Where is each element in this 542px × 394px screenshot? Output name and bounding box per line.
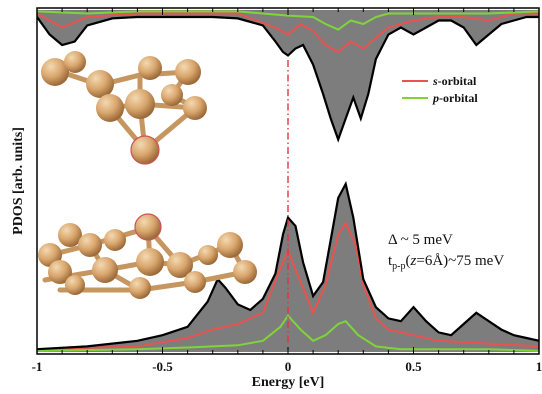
bottom-s-orbital-line bbox=[37, 221, 539, 351]
annotation-hopping: tp-p(z=6Å)~75 meV bbox=[388, 253, 504, 272]
molecular-structure-image bbox=[38, 51, 257, 299]
top-s-orbital-line bbox=[37, 12, 539, 54]
upper-cluster-atoms bbox=[41, 51, 207, 165]
x-tick-label: -0.5 bbox=[152, 359, 173, 374]
top-total-line bbox=[37, 15, 539, 143]
legend: s-orbital p-orbital bbox=[402, 74, 478, 105]
x-tick-label: -1 bbox=[32, 359, 43, 374]
x-axis-label: Energy [eV] bbox=[252, 375, 325, 390]
top-total-fill bbox=[37, 10, 539, 140]
upper-cluster bbox=[52, 59, 198, 153]
x-axis-ticks: -1 -0.5 0 0.5 1 bbox=[32, 8, 542, 374]
y-axis-label: PDOS [arb. units] bbox=[11, 127, 26, 235]
x-tick-label: 0.5 bbox=[405, 359, 422, 374]
legend-s-label: s-orbital bbox=[432, 74, 477, 88]
annotation-gap: Δ ~ 5 meV bbox=[388, 232, 453, 248]
x-tick-label: 0 bbox=[285, 359, 292, 374]
gap-annotation: Δ ~ 5 meV tp-p(z=6Å)~75 meV bbox=[388, 232, 504, 272]
lower-cluster-atoms bbox=[38, 213, 257, 299]
legend-p-label: p-orbital bbox=[432, 91, 478, 105]
x-tick-label: 1 bbox=[536, 359, 542, 374]
bottom-p-orbital-line bbox=[37, 313, 539, 352]
